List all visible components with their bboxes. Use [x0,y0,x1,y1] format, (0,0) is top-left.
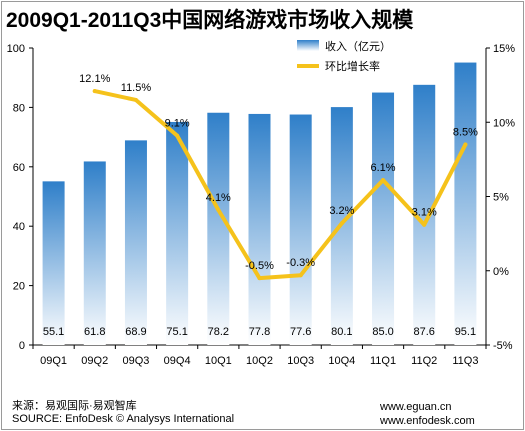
growth-rate-label: 9.1% [165,118,190,130]
source-en: SOURCE: EnfoDesk © Analysys Internationa… [12,413,235,425]
bar [207,112,230,345]
bar [372,92,395,345]
left-tick-label: 40 [13,221,25,233]
right-tick-label: 15% [493,43,515,55]
x-tick-label: 11Q1 [370,355,396,367]
growth-rate-label: 3.1% [412,207,437,219]
bar-value-label: 68.9 [125,326,146,338]
x-tick-label: 09Q3 [122,355,149,367]
growth-rate-point [298,273,303,278]
x-tick-label: 10Q4 [328,355,355,367]
bar-value-label: 77.8 [249,326,270,338]
source-cn: 来源：易观国际·易观智库 [12,400,137,412]
growth-rate-point [339,221,344,226]
growth-rate-point [381,178,386,183]
growth-rate-point [133,97,138,102]
legend-bar-swatch [297,40,319,51]
bar-value-label: 75.1 [166,326,187,338]
bar-value-label: 85.0 [372,326,393,338]
url-enfodesk: www.enfodesk.com [380,415,475,427]
bar-value-label: 77.6 [290,326,311,338]
right-tick-label: 5% [493,192,509,204]
legend-bar-label: 收入（亿元） [325,39,391,53]
right-tick-label: 0% [493,266,509,278]
growth-rate-point [216,207,221,212]
bar-value-label: 55.1 [43,326,64,338]
growth-rate-label: 12.1% [79,73,110,85]
growth-rate-label: -0.5% [245,260,274,272]
bar-value-label: 78.2 [208,326,229,338]
growth-rate-point [175,133,180,138]
bar [42,181,65,345]
bar-value-label: 87.6 [414,326,435,338]
x-tick-label: 11Q3 [452,355,478,367]
x-tick-label: 11Q2 [411,355,437,367]
bar [166,121,189,345]
right-tick-label: 10% [493,117,515,129]
growth-rate-point [463,142,468,147]
growth-rate-label: 4.1% [206,192,231,204]
bar [124,140,147,345]
growth-rate-label: 6.1% [371,162,396,174]
x-tick-label: 09Q2 [81,355,108,367]
growth-rate-line [92,89,468,281]
x-tick-label: 10Q2 [246,355,273,367]
x-tick-label: 09Q4 [164,355,191,367]
growth-rate-point [92,89,97,94]
growth-rate-label: 11.5% [121,82,152,94]
bar-value-label: 80.1 [331,326,352,338]
left-tick-label: 100 [7,43,25,55]
x-tick-label: 09Q1 [40,355,67,367]
growth-rate-label: -0.3% [286,257,315,269]
growth-rate-label: 8.5% [453,127,478,139]
bar [454,62,477,345]
left-tick-label: 20 [13,281,25,293]
growth-rate-point [422,222,427,227]
bar [248,113,271,346]
left-tick-label: 60 [13,162,25,174]
growth-rate-point [257,276,262,281]
url-eguan: www.eguan.cn [380,401,452,413]
legend-line-label: 环比增长率 [325,59,380,73]
bar-value-label: 95.1 [455,326,476,338]
chart-title: 2009Q1-2011Q3中国网络游戏市场收入规模 [6,9,414,32]
bar [83,161,106,345]
right-tick-label: -5% [493,340,513,352]
bar-value-label: 61.8 [84,326,105,338]
left-tick-label: 80 [13,102,25,114]
left-tick-label: 0 [19,340,25,352]
x-tick-label: 10Q1 [205,355,232,367]
bar [289,114,312,345]
x-tick-label: 10Q3 [287,355,314,367]
growth-rate-label: 3.2% [329,205,354,217]
bar [413,84,436,345]
